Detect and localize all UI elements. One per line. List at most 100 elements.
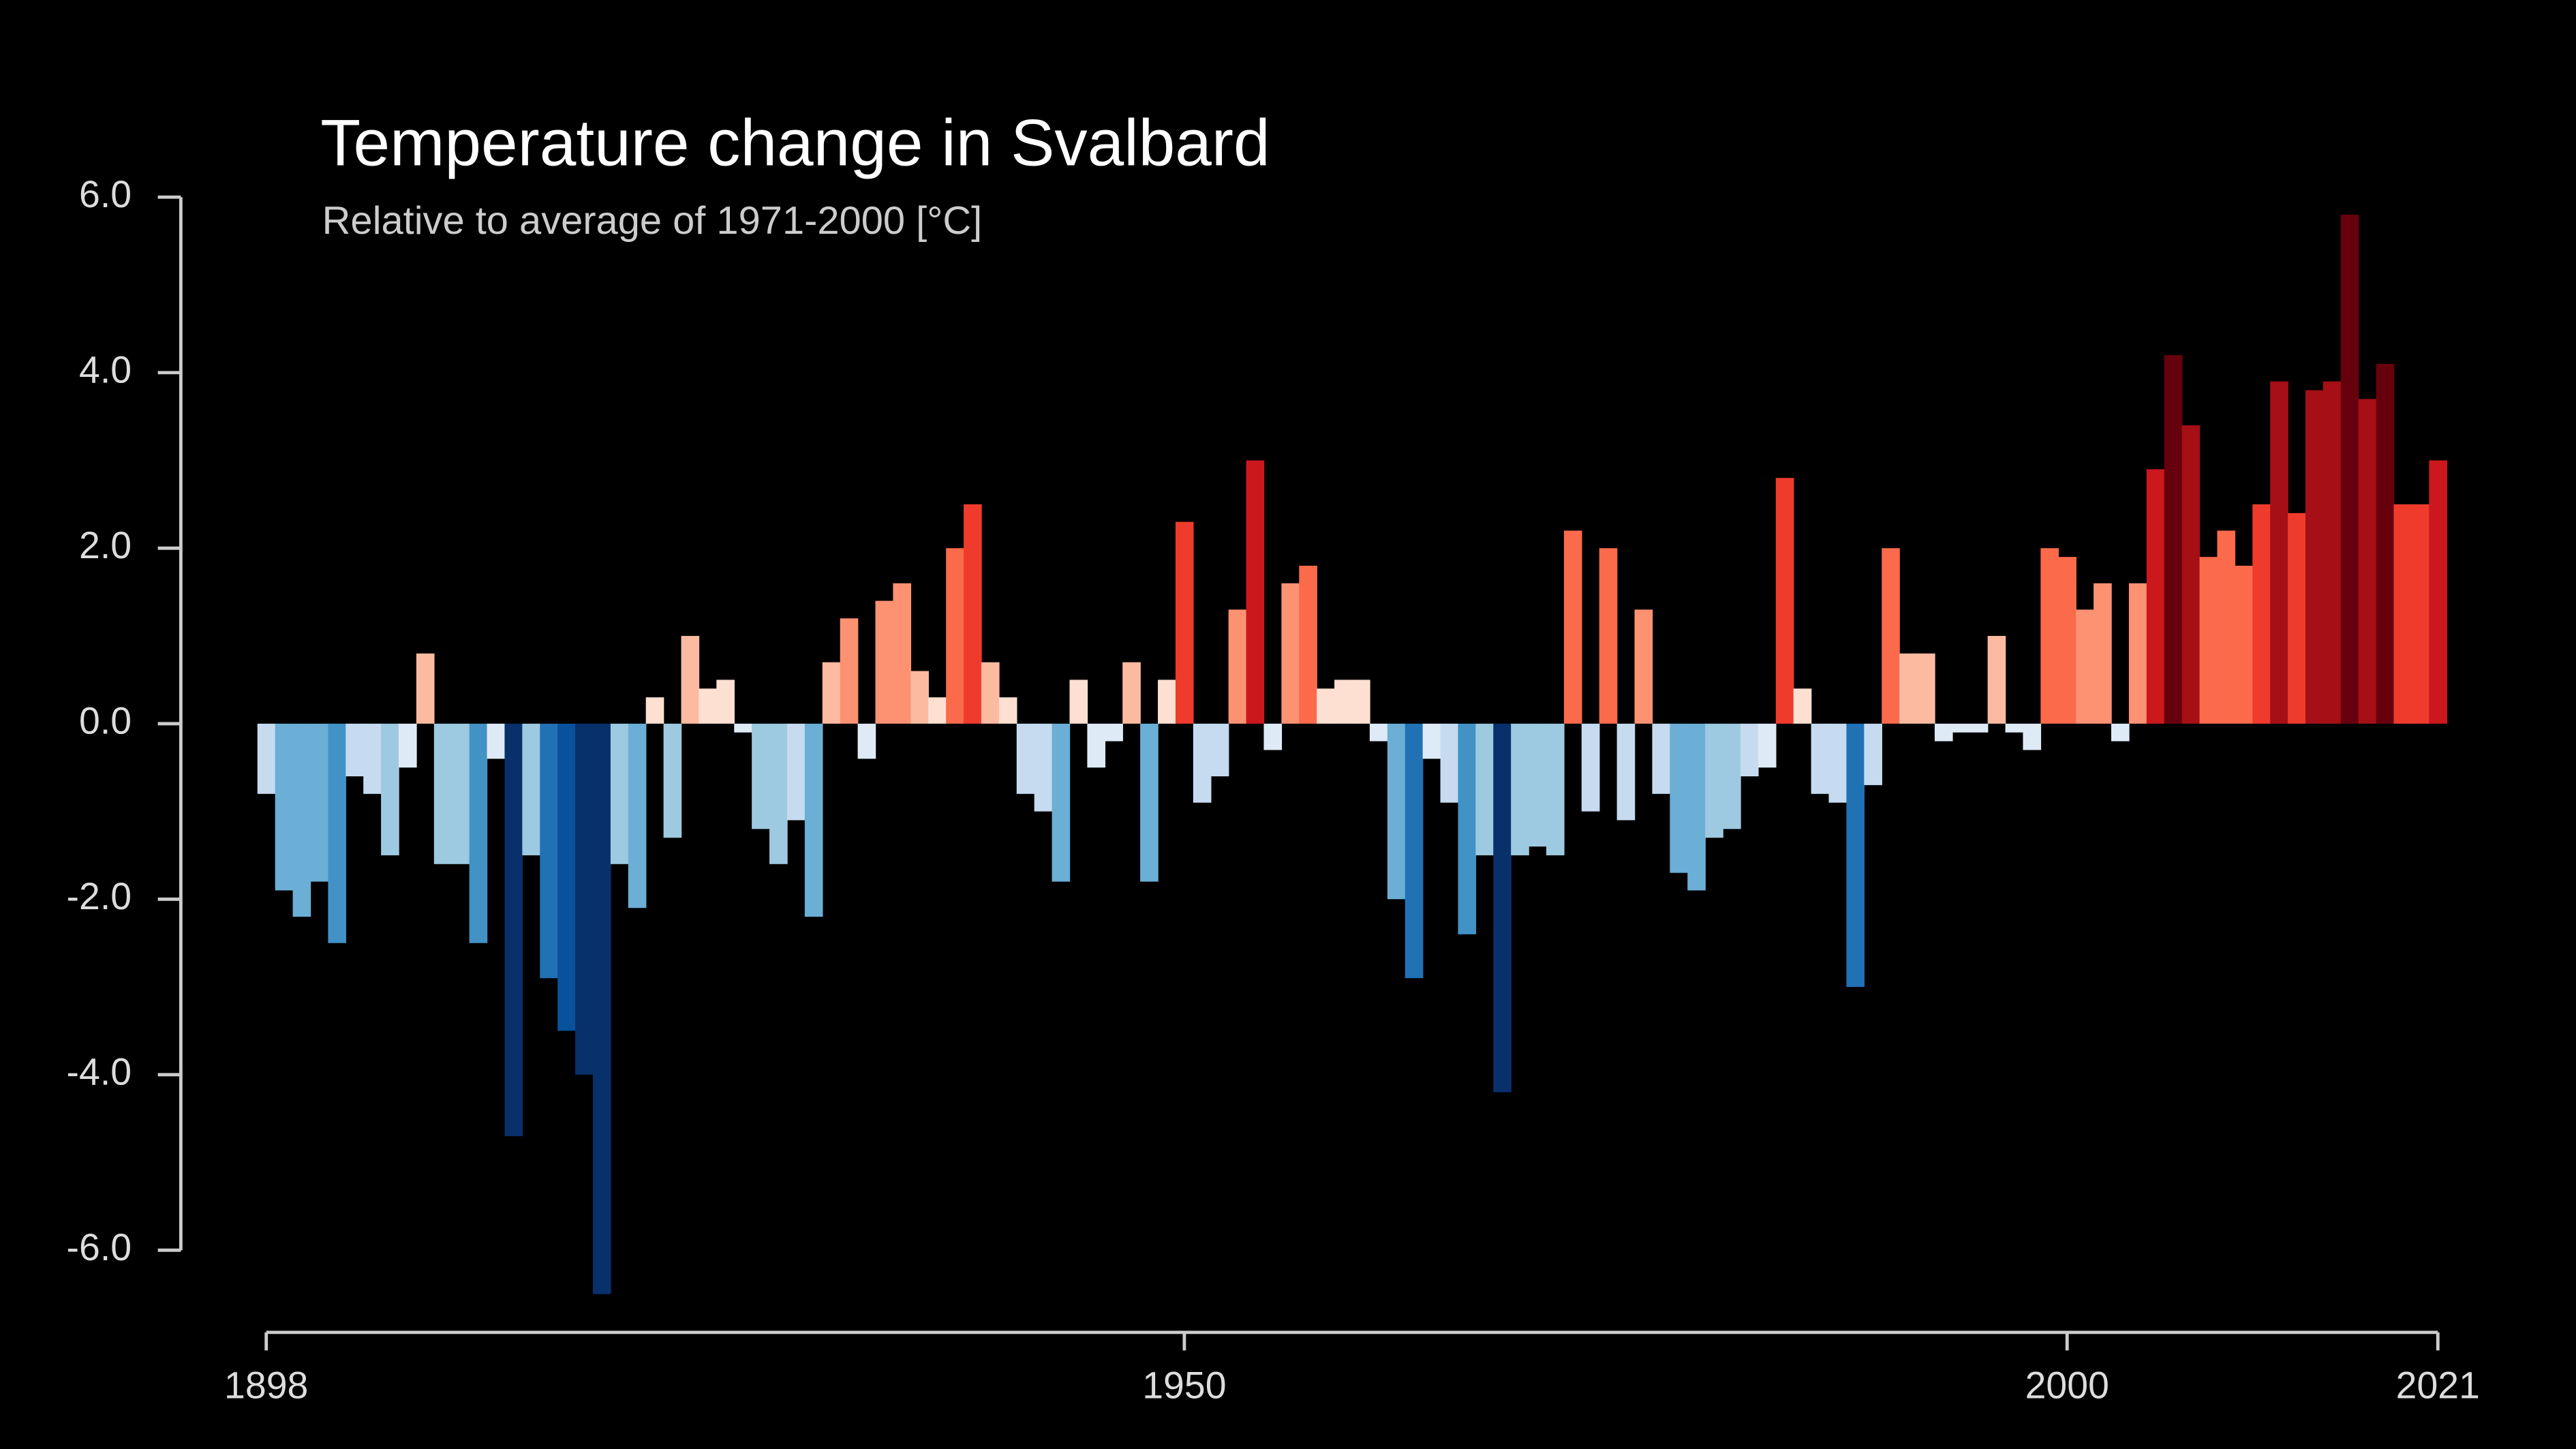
bar bbox=[328, 723, 347, 943]
bar bbox=[1652, 723, 1671, 794]
bar bbox=[540, 723, 558, 979]
bar bbox=[504, 723, 523, 1136]
bar bbox=[1616, 723, 1636, 821]
bar bbox=[1140, 723, 1159, 882]
bar bbox=[2358, 399, 2377, 724]
x-tick-label: 2000 bbox=[2025, 1364, 2109, 1406]
bar bbox=[381, 723, 399, 855]
bar bbox=[592, 723, 611, 1294]
bar bbox=[2270, 381, 2288, 724]
bar bbox=[1846, 723, 1865, 988]
bar bbox=[1016, 723, 1035, 794]
bar bbox=[2076, 609, 2094, 724]
y-tick-label: -6.0 bbox=[67, 1226, 132, 1268]
y-tick-label: 0.0 bbox=[79, 699, 132, 742]
bar bbox=[1599, 548, 1618, 724]
bar bbox=[1493, 723, 1512, 1093]
bar bbox=[1069, 680, 1088, 724]
bar bbox=[1563, 530, 1582, 724]
bar bbox=[1263, 723, 1283, 750]
chart-title: Temperature change in Svalbard bbox=[320, 106, 1270, 179]
bar bbox=[2128, 583, 2147, 724]
bar bbox=[416, 653, 435, 724]
bar bbox=[1952, 723, 1971, 733]
bar bbox=[1458, 723, 1477, 934]
bar bbox=[522, 723, 540, 855]
bar bbox=[893, 583, 912, 724]
bar bbox=[363, 723, 382, 794]
bar bbox=[451, 723, 470, 864]
bar bbox=[2235, 566, 2253, 724]
bar bbox=[645, 697, 664, 724]
bar bbox=[1740, 723, 1759, 777]
bar bbox=[1317, 688, 1335, 724]
bar bbox=[1546, 723, 1565, 855]
bar bbox=[769, 723, 788, 864]
bar bbox=[2322, 381, 2342, 724]
x-tick-label: 2021 bbox=[2396, 1364, 2480, 1406]
bar bbox=[2305, 390, 2324, 724]
bar bbox=[840, 618, 859, 724]
bar bbox=[433, 723, 453, 864]
bar bbox=[981, 662, 1000, 724]
bar bbox=[1105, 723, 1123, 742]
bar bbox=[1334, 680, 1353, 724]
bar bbox=[1087, 723, 1106, 768]
bar bbox=[1899, 653, 1918, 724]
bar bbox=[292, 723, 311, 917]
bar bbox=[1193, 723, 1212, 803]
bar bbox=[998, 697, 1017, 724]
bar bbox=[2181, 425, 2201, 724]
bar bbox=[469, 723, 488, 943]
y-tick-label: 2.0 bbox=[79, 524, 132, 566]
bar bbox=[1828, 723, 1847, 803]
bar bbox=[2040, 548, 2059, 724]
bar bbox=[275, 723, 294, 891]
bar bbox=[1723, 723, 1741, 829]
bar bbox=[487, 723, 506, 759]
bar bbox=[1352, 680, 1370, 724]
bar bbox=[1969, 723, 1989, 733]
bar bbox=[1811, 723, 1830, 794]
bar bbox=[257, 723, 276, 794]
bar bbox=[2005, 723, 2024, 733]
bar bbox=[2288, 513, 2306, 724]
bar bbox=[1758, 723, 1777, 768]
bar bbox=[1934, 723, 1953, 742]
bar bbox=[2023, 723, 2042, 750]
bar bbox=[1299, 566, 1317, 724]
bar bbox=[2429, 460, 2447, 724]
bar bbox=[1246, 460, 1265, 724]
bar bbox=[1122, 662, 1141, 724]
bar bbox=[2340, 215, 2359, 724]
bar bbox=[2199, 557, 2218, 724]
bar bbox=[1052, 723, 1071, 882]
bar bbox=[928, 697, 947, 724]
bar bbox=[2252, 504, 2271, 724]
bar bbox=[2217, 530, 2236, 724]
bar bbox=[1281, 583, 1300, 724]
bar bbox=[346, 723, 364, 777]
bar bbox=[964, 504, 982, 724]
bar bbox=[2164, 355, 2183, 724]
bar bbox=[1175, 521, 1194, 724]
bar bbox=[1228, 609, 1247, 724]
bar bbox=[310, 723, 329, 882]
bar bbox=[1158, 680, 1176, 724]
bar bbox=[857, 723, 876, 759]
y-tick-label: -4.0 bbox=[67, 1050, 132, 1093]
bar bbox=[804, 723, 823, 917]
bar bbox=[1475, 723, 1494, 855]
bar bbox=[1670, 723, 1688, 873]
bar bbox=[557, 723, 576, 1031]
bar bbox=[822, 662, 841, 724]
bar bbox=[2058, 557, 2076, 724]
bar bbox=[1705, 723, 1723, 838]
bar bbox=[1793, 688, 1812, 724]
bar bbox=[1634, 609, 1653, 724]
y-tick-label: 6.0 bbox=[79, 173, 132, 215]
bar bbox=[1511, 723, 1529, 855]
bar bbox=[1387, 723, 1406, 900]
